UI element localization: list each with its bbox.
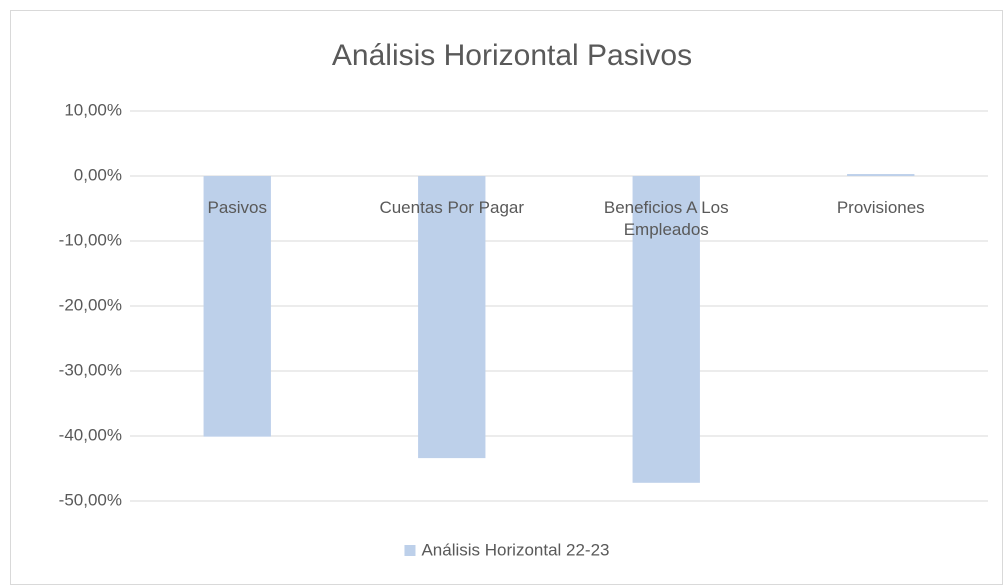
bar [203, 176, 271, 437]
y-tick-label: -50,00% [59, 490, 122, 509]
chart-border [10, 10, 1003, 585]
chart-title: Análisis Horizontal Pasivos [332, 39, 692, 72]
bar [418, 176, 486, 459]
y-tick-label: -40,00% [59, 425, 122, 444]
x-tick-label: Beneficios A Los Empleados [603, 198, 729, 239]
x-tick-label: Provisiones [836, 198, 925, 217]
legend-swatch [404, 545, 416, 556]
legend-label: Análisis Horizontal 22-23 [421, 540, 609, 559]
bar [847, 174, 915, 176]
y-tick-label: -10,00% [59, 230, 122, 249]
y-tick-label: 0,00% [74, 165, 122, 184]
bar [632, 176, 700, 483]
x-tick-label: Pasivos [207, 198, 268, 217]
x-tick-label: Cuentas Por Pagar [379, 198, 525, 217]
y-tick-label: -30,00% [59, 360, 122, 379]
y-tick-label: -20,00% [59, 295, 122, 314]
y-tick-label: 10,00% [64, 100, 122, 119]
